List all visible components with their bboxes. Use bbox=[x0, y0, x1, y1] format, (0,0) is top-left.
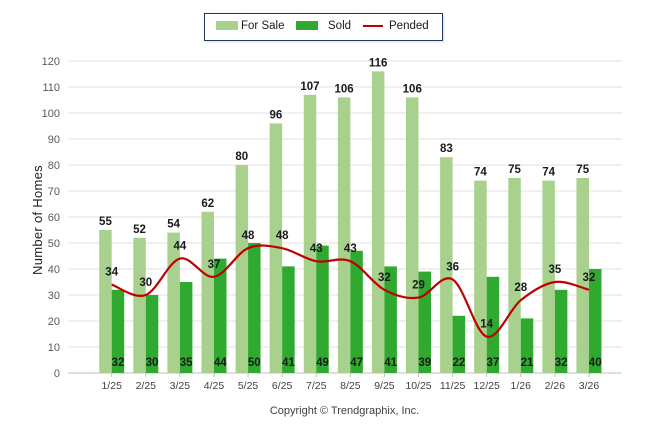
svg-text:2/25: 2/25 bbox=[136, 380, 157, 392]
svg-text:44: 44 bbox=[173, 241, 186, 253]
svg-text:39: 39 bbox=[418, 357, 431, 369]
svg-text:62: 62 bbox=[201, 198, 214, 210]
svg-text:6/25: 6/25 bbox=[272, 380, 293, 392]
svg-text:21: 21 bbox=[521, 357, 534, 369]
svg-text:1/25: 1/25 bbox=[101, 380, 122, 392]
svg-text:74: 74 bbox=[474, 167, 487, 179]
svg-text:37: 37 bbox=[487, 357, 500, 369]
svg-text:43: 43 bbox=[310, 243, 323, 255]
svg-text:52: 52 bbox=[133, 224, 146, 236]
svg-text:32: 32 bbox=[555, 357, 568, 369]
svg-text:43: 43 bbox=[344, 243, 357, 255]
svg-text:32: 32 bbox=[583, 272, 596, 284]
svg-text:22: 22 bbox=[452, 357, 465, 369]
svg-text:10/25: 10/25 bbox=[405, 380, 431, 392]
svg-text:32: 32 bbox=[112, 357, 125, 369]
svg-text:7/25: 7/25 bbox=[306, 380, 327, 392]
svg-text:106: 106 bbox=[334, 83, 353, 95]
svg-text:29: 29 bbox=[412, 280, 425, 292]
svg-text:3/26: 3/26 bbox=[579, 380, 600, 392]
svg-text:75: 75 bbox=[508, 164, 521, 176]
svg-text:14: 14 bbox=[480, 319, 493, 331]
svg-text:50: 50 bbox=[248, 357, 261, 369]
svg-text:10: 10 bbox=[48, 342, 60, 354]
svg-text:55: 55 bbox=[99, 216, 112, 228]
svg-text:47: 47 bbox=[350, 357, 363, 369]
svg-text:41: 41 bbox=[282, 357, 295, 369]
svg-text:106: 106 bbox=[403, 83, 422, 95]
svg-text:110: 110 bbox=[42, 82, 60, 94]
svg-text:40: 40 bbox=[589, 357, 602, 369]
svg-text:96: 96 bbox=[269, 109, 282, 121]
svg-text:3/25: 3/25 bbox=[170, 380, 191, 392]
svg-text:11/25: 11/25 bbox=[440, 380, 466, 392]
svg-text:4/25: 4/25 bbox=[204, 380, 225, 392]
svg-text:32: 32 bbox=[378, 272, 391, 284]
svg-text:30: 30 bbox=[146, 357, 159, 369]
svg-text:0: 0 bbox=[54, 368, 60, 380]
svg-text:37: 37 bbox=[208, 259, 221, 271]
svg-text:74: 74 bbox=[542, 167, 555, 179]
svg-text:2/26: 2/26 bbox=[545, 380, 566, 392]
svg-text:116: 116 bbox=[369, 57, 388, 69]
svg-text:100: 100 bbox=[42, 108, 60, 120]
svg-text:48: 48 bbox=[242, 230, 255, 242]
svg-text:35: 35 bbox=[548, 264, 561, 276]
svg-text:5/25: 5/25 bbox=[238, 380, 259, 392]
svg-text:44: 44 bbox=[214, 357, 227, 369]
svg-text:9/25: 9/25 bbox=[374, 380, 395, 392]
svg-text:83: 83 bbox=[440, 143, 453, 155]
svg-text:49: 49 bbox=[316, 357, 329, 369]
svg-text:30: 30 bbox=[139, 277, 152, 289]
svg-text:75: 75 bbox=[576, 164, 589, 176]
svg-text:1/26: 1/26 bbox=[511, 380, 532, 392]
svg-text:120: 120 bbox=[42, 56, 60, 68]
svg-text:41: 41 bbox=[384, 357, 397, 369]
svg-text:36: 36 bbox=[446, 261, 459, 273]
svg-text:48: 48 bbox=[276, 230, 289, 242]
svg-text:35: 35 bbox=[180, 357, 193, 369]
svg-text:28: 28 bbox=[514, 282, 527, 294]
svg-text:8/25: 8/25 bbox=[340, 380, 361, 392]
svg-text:107: 107 bbox=[300, 81, 319, 93]
svg-text:54: 54 bbox=[167, 219, 180, 231]
svg-text:34: 34 bbox=[105, 267, 118, 279]
svg-text:80: 80 bbox=[235, 151, 248, 163]
svg-text:12/25: 12/25 bbox=[474, 380, 500, 392]
